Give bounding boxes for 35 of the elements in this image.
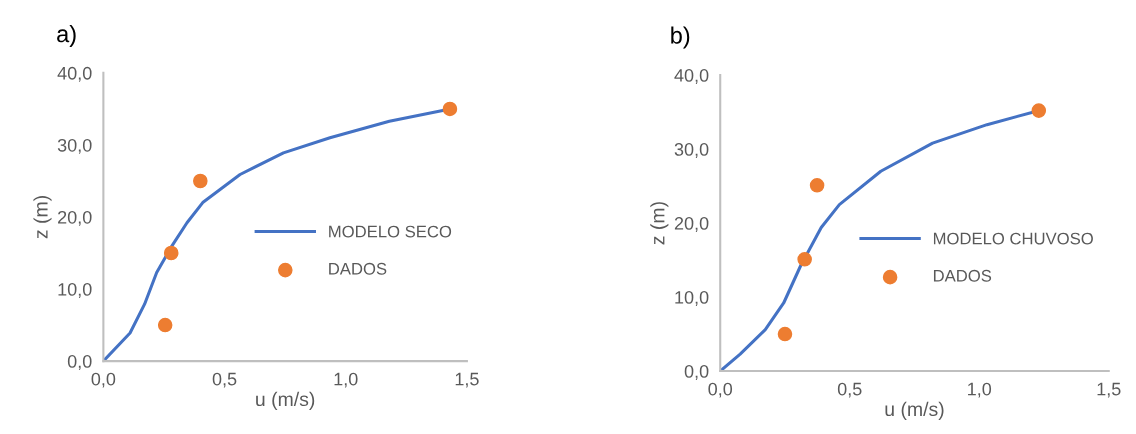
y-tick-label: 40,0	[57, 66, 92, 82]
point	[797, 252, 812, 267]
chart-title: a)	[57, 24, 76, 47]
x-axis-title: u (m/s)	[256, 391, 315, 410]
point	[1031, 103, 1047, 118]
point	[442, 101, 458, 117]
legend-label: MODELO CHUVOSO	[933, 232, 1093, 245]
legend-label: MODELO SECO	[329, 225, 452, 238]
y-tick-label: 30,0	[57, 138, 92, 154]
point	[157, 317, 173, 333]
y-tick-label: 30,0	[674, 143, 709, 158]
chart-title: b)	[671, 26, 690, 49]
point	[193, 173, 208, 189]
x-tick-label: 0,0	[708, 382, 733, 398]
x-tick-label: 1,0	[968, 382, 992, 398]
y-axis-title: z (m)	[650, 202, 669, 245]
y-tick-label: 0,0	[67, 355, 92, 370]
x-tick-label: 0,5	[212, 372, 237, 388]
y-tick-label: 20,0	[58, 210, 92, 226]
x-tick-label: 0,0	[91, 372, 116, 388]
y-tick-label: 10,0	[58, 282, 92, 298]
x-tick-label: 1,5	[1097, 382, 1121, 398]
point	[163, 245, 179, 261]
x-axis-title: u (m/s)	[885, 401, 944, 420]
y-axis-title: z (m)	[33, 196, 52, 239]
x-tick-label: 0,5	[837, 382, 862, 398]
legend-label: DADOS	[933, 269, 992, 282]
y-tick-label: 20,0	[674, 217, 709, 232]
x-tick-label: 1,0	[334, 372, 358, 388]
y-tick-label: 10,0	[675, 291, 709, 306]
point	[809, 178, 825, 193]
x-tick-label: 1,5	[455, 372, 479, 388]
y-tick-label: 40,0	[674, 69, 709, 84]
legend-label: DADOS	[329, 262, 387, 275]
point	[777, 326, 793, 342]
